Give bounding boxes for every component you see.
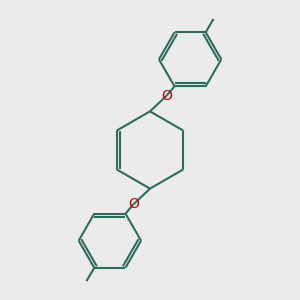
Text: O: O bbox=[128, 197, 139, 211]
Text: O: O bbox=[161, 89, 172, 103]
